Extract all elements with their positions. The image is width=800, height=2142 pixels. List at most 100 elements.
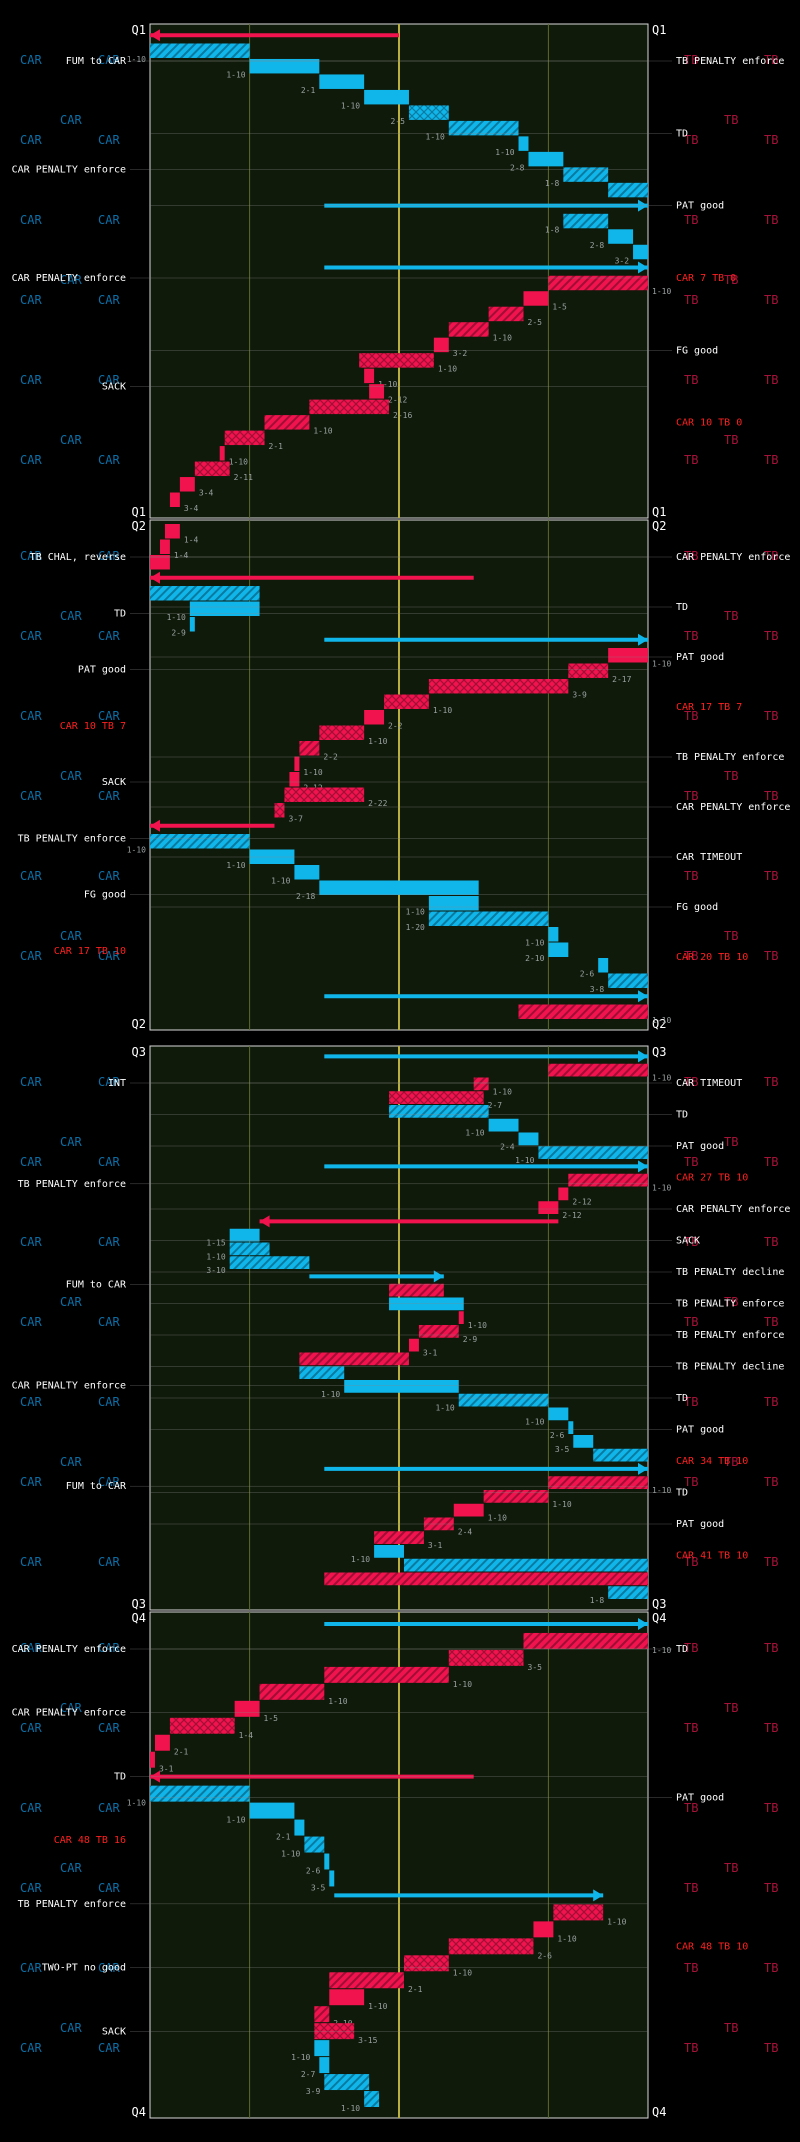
team-label-car: CAR — [98, 293, 120, 307]
play-bar — [150, 43, 250, 58]
down-label: 1-10 — [127, 55, 146, 64]
down-label: 2-6 — [537, 1951, 552, 1960]
team-label-tb: TB — [724, 433, 738, 447]
team-label-car: CAR — [20, 1315, 42, 1329]
play-bar — [553, 1904, 604, 1921]
team-label-tb: TB — [764, 293, 778, 307]
down-label: 1-10 — [226, 1816, 245, 1825]
play-bar — [319, 2057, 330, 2074]
team-label-tb: TB — [684, 373, 698, 387]
down-label: 1-10 — [493, 334, 512, 343]
quarter-label: Q4 — [132, 1611, 146, 1625]
team-label-tb: TB — [764, 1801, 778, 1815]
team-label-car: CAR — [20, 2041, 42, 2055]
right-note: CAR 20 TB 10 — [676, 952, 748, 963]
kick-arrow — [638, 1160, 648, 1173]
left-note: CAR PENALTY enforce — [12, 1380, 126, 1391]
team-label-car: CAR — [98, 213, 120, 227]
play-bar — [608, 973, 648, 988]
play-bar — [229, 1242, 270, 1256]
down-label: 1-10 — [226, 861, 245, 870]
down-label: 3-1 — [423, 1349, 438, 1358]
play-bar — [359, 353, 434, 368]
team-label-tb: TB — [764, 1395, 778, 1409]
team-label-tb: TB — [684, 949, 698, 963]
play-bar — [234, 1700, 260, 1717]
play-bar — [408, 1338, 419, 1352]
play-bar — [299, 741, 320, 756]
play-bar — [299, 1366, 345, 1379]
team-label-tb: TB — [684, 789, 698, 803]
team-label-tb: TB — [684, 1961, 698, 1975]
down-label: 2-17 — [612, 675, 631, 684]
play-bar — [408, 105, 449, 120]
play-bar — [169, 492, 180, 507]
down-label: 1-5 — [552, 303, 567, 312]
kick-arrow — [433, 1270, 444, 1283]
down-label: 3-10 — [206, 1266, 225, 1275]
play-bar — [453, 1503, 484, 1517]
play-bar — [548, 1476, 648, 1489]
right-note: CAR 27 TB 10 — [676, 1173, 748, 1184]
play-bar — [558, 1187, 569, 1201]
right-note: PAT good — [676, 1425, 724, 1436]
play-bar — [433, 337, 449, 353]
down-label: 1-10 — [303, 768, 322, 777]
right-note: CAR 34 TB 10 — [676, 1456, 748, 1467]
down-label: 3-8 — [590, 985, 605, 994]
left-note: SACK — [102, 2026, 126, 2037]
left-note: CAR 17 TB 10 — [54, 946, 126, 957]
left-note: CAR PENALTY enforce — [12, 1708, 126, 1719]
right-note: PAT good — [676, 1141, 724, 1152]
team-label-car: CAR — [20, 1881, 42, 1895]
team-label-tb: TB — [724, 1295, 738, 1309]
down-label: 2-4 — [458, 1527, 473, 1536]
quarter-label: Q3 — [652, 1045, 666, 1059]
play-bar — [189, 617, 195, 632]
play-bar — [249, 58, 320, 74]
down-label: 1-10 — [525, 939, 544, 948]
play-bar — [563, 167, 609, 182]
team-label-car: CAR — [20, 213, 42, 227]
team-label-tb: TB — [764, 213, 778, 227]
down-label: 2-6 — [550, 1431, 565, 1440]
team-label-car: CAR — [20, 1641, 42, 1655]
team-label-car: CAR — [20, 1961, 42, 1975]
play-bar — [548, 1407, 569, 1421]
down-label: 3-2 — [453, 349, 468, 358]
team-label-car: CAR — [98, 53, 120, 67]
down-label: 1-10 — [493, 1087, 512, 1096]
play-bar — [264, 415, 310, 430]
plays-layer: 1-10 1-10 2-1 1-10 2-5 1-10 1-10 2-8 1-8 1-8 2-8 3-… — [127, 29, 671, 2113]
team-label-car: CAR — [20, 1155, 42, 1169]
team-label-car: CAR — [98, 133, 120, 147]
play-bar — [344, 1380, 459, 1393]
play-bar — [448, 1938, 534, 1955]
right-note: PAT good — [676, 1519, 724, 1530]
down-label: 2-11 — [234, 473, 253, 482]
play-bar — [633, 244, 648, 260]
team-label-tb: TB — [724, 769, 738, 783]
quarter-label: Q4 — [652, 1611, 666, 1625]
team-label-car: CAR — [98, 1961, 120, 1975]
play-bar — [608, 1586, 648, 1599]
down-label: 3-9 — [572, 691, 587, 700]
down-label: 1-10 — [433, 706, 452, 715]
team-label-car: CAR — [60, 1861, 82, 1875]
down-label: 1-4 — [174, 551, 189, 560]
team-label-tb: TB — [684, 213, 698, 227]
right-note: CAR PENALTY enforce — [676, 552, 790, 563]
quarter-label: Q2 — [132, 519, 146, 533]
team-label-tb: TB — [684, 1475, 698, 1489]
left-note: CAR PENALTY enforce — [12, 1644, 126, 1655]
right-note: TD — [676, 602, 688, 613]
down-label: 2-8 — [590, 241, 605, 250]
play-bar — [249, 1802, 295, 1819]
quarter-label: Q1 — [652, 23, 666, 37]
play-bar — [548, 942, 569, 957]
team-label-car: CAR — [20, 629, 42, 643]
down-label: 1-10 — [351, 1555, 370, 1564]
play-bar — [150, 555, 170, 570]
quarter-label: Q1 — [132, 23, 146, 37]
play-bar — [194, 461, 230, 477]
